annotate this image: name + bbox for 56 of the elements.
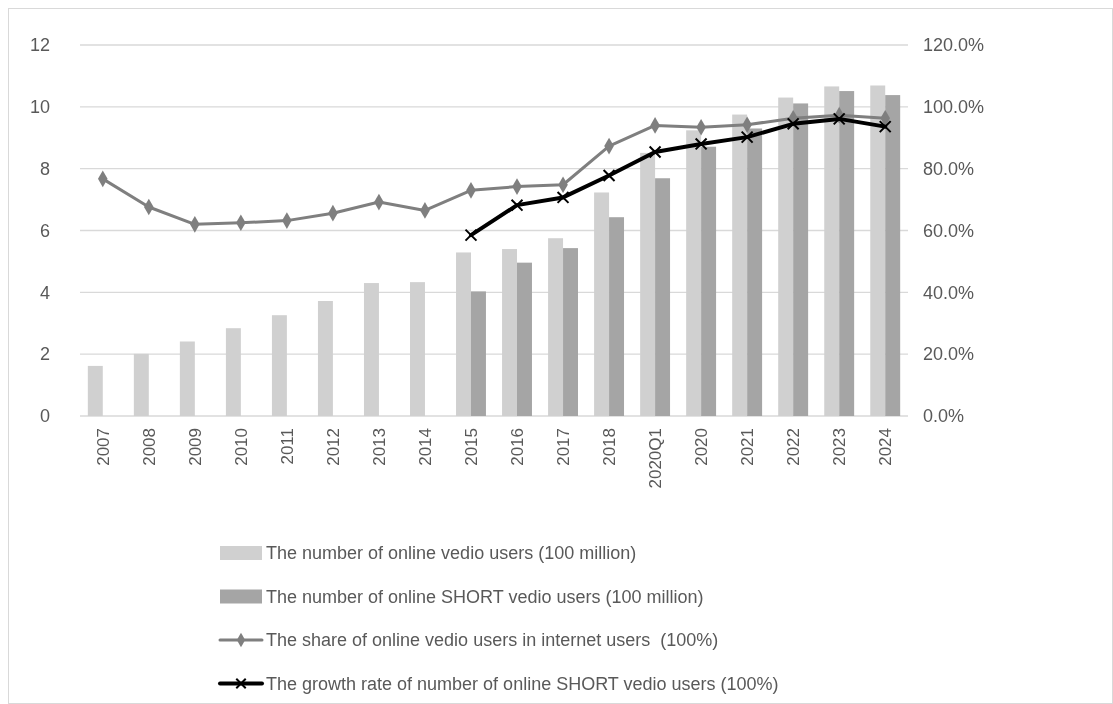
y2-tick-label: 100.0% <box>923 97 985 118</box>
bar <box>839 91 855 416</box>
x-tick-label: 2024 <box>876 428 896 466</box>
bar <box>793 103 809 416</box>
x-tick-label: 2008 <box>139 428 159 466</box>
x-tick-label: 2011 <box>277 428 297 465</box>
x-tick-label: 2020 <box>692 428 712 466</box>
point <box>602 168 616 182</box>
y-tick-label: 4 <box>39 282 50 303</box>
x-tick-label: 2015 <box>461 428 481 466</box>
x-tick-label: 2017 <box>553 428 573 466</box>
point <box>878 120 892 134</box>
legend-label: The share of online vedio users in internet users (100%) <box>266 630 719 651</box>
point <box>694 137 708 151</box>
bar <box>609 217 625 416</box>
y2-tick-label: 0.0% <box>923 406 965 427</box>
y-tick-label: 12 <box>29 35 50 56</box>
bar <box>470 291 486 416</box>
x-tick-label: 2023 <box>830 428 850 466</box>
point <box>648 145 662 159</box>
y-tick-label: 0 <box>39 406 50 427</box>
point <box>556 190 570 204</box>
bar <box>563 248 578 416</box>
x-tick-label: 2018 <box>600 428 620 466</box>
bar <box>885 95 901 416</box>
x-tick-label: 2022 <box>784 428 804 466</box>
y2-tick-label: 80.0% <box>923 158 975 179</box>
point <box>464 228 478 242</box>
bar <box>517 262 532 416</box>
bar <box>747 128 763 416</box>
x-tick-label: 2013 <box>369 428 389 466</box>
y2-tick-label: 60.0% <box>923 220 975 241</box>
y2-tick-label: 120.0% <box>923 35 985 56</box>
x-tick-label: 2010 <box>231 428 251 466</box>
x-tick-label: 2020Q1 <box>646 428 666 489</box>
legend-label: The number of online vedio users (100 million) <box>266 543 637 564</box>
y2-tick-label: 20.0% <box>923 344 975 365</box>
x-tick-label: 2021 <box>738 428 758 466</box>
point <box>786 117 800 131</box>
legend-label: The number of online SHORT vedio users (100 million) <box>266 586 704 607</box>
y-tick-label: 6 <box>39 220 50 241</box>
point <box>832 112 846 126</box>
bar <box>655 178 671 416</box>
point <box>510 198 524 212</box>
x-tick-label: 2007 <box>93 428 113 466</box>
bar <box>701 146 717 416</box>
y-tick-label: 8 <box>39 158 50 179</box>
x-tick-label: 2012 <box>323 428 343 466</box>
y-tick-label: 2 <box>39 344 50 365</box>
x-tick-label: 2016 <box>507 428 527 466</box>
y-tick-label: 10 <box>29 97 50 118</box>
x-tick-label: 2009 <box>185 428 205 466</box>
legend-label: The growth rate of number of online SHORT vedio users (100%) <box>266 673 779 694</box>
x-tick-label: 2014 <box>415 428 435 466</box>
point <box>740 130 754 144</box>
y2-tick-label: 40.0% <box>923 282 975 303</box>
